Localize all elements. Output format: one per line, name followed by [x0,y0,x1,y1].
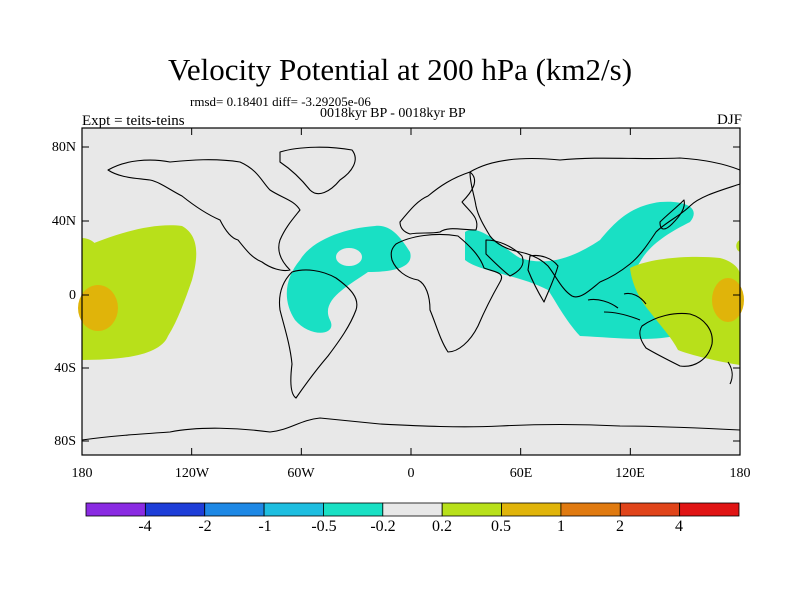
colorbar-swatch [441,502,502,517]
stats-line: rmsd= 0.18401 diff= -3.29205e-06 [190,94,371,109]
lat-label-80n: 80N [51,140,76,155]
season-label: DJF [716,112,742,128]
plot-title: Velocity Potential at 200 hPa (km2/s) [167,52,633,87]
coast-greenland [279,146,356,195]
colorbar-swatch [263,502,324,517]
lat-label-eq: 0 [69,288,76,303]
colorbar [85,502,740,517]
colorbar-label: -0.5 [311,518,337,535]
coast-arabia [485,239,524,277]
colorbar-label: -4 [138,518,152,535]
lat-label-80s: 80S [54,434,76,449]
colorbar-label: 0.5 [491,518,511,535]
lon-label-60w: 60W [287,466,315,481]
coast-north-america [107,159,301,272]
colorbar-swatch [85,502,146,517]
coast-indonesia [587,292,647,321]
lon-label-120e: 120E [615,466,645,481]
colorbar-label: -1 [258,518,272,535]
lon-label-180w: 180 [71,466,93,481]
colorbar-swatch [501,502,562,517]
anomaly-fields [78,201,744,365]
colorbar-label: -2 [198,518,212,535]
lon-label-60e: 60E [509,466,533,481]
period-label: 0018kyr BP - 0018kyr BP [320,106,466,121]
coast-africa [390,233,502,353]
coast-japan [659,199,685,230]
colorbar-label: -0.2 [370,518,396,535]
negative-anomaly-asia [465,201,694,339]
positive-anomaly-dateline-west [82,238,97,251]
coast-new-zealand [727,361,733,385]
lon-label-180e: 180 [729,466,751,481]
colorbar-swatch [382,502,443,517]
strong-positive-core-east-pacific [78,285,118,331]
strong-positive-core-west-pacific [712,278,744,322]
colorbar-label: 2 [616,518,624,535]
colorbar-swatch [560,502,621,517]
colorbar-swatch [323,502,384,517]
negative-anomaly-atlantic [286,225,411,333]
coast-south-america [278,269,358,399]
positive-anomaly-east-pacific [82,225,197,360]
lat-label-40s: 40S [54,361,76,376]
coastlines [81,146,741,441]
colorbar-swatch [679,502,740,517]
lat-label-40n: 40N [51,214,76,229]
coast-europe [399,171,478,235]
colorbar-label: 0.2 [432,518,452,535]
coast-india [527,254,559,303]
coast-antarctica [81,417,741,441]
colorbar-swatch [619,502,681,517]
positive-anomaly-dateline-east [736,240,740,252]
colorbar-label: 4 [675,518,683,535]
coast-australia [639,312,713,367]
colorbar-swatch [204,502,265,517]
axis-ticks [81,128,741,455]
lon-label-120w: 120W [174,466,210,481]
neutral-hole [336,248,362,266]
experiment-label: Expt = teits-teins [82,113,185,129]
colorbar-swatch [144,502,206,517]
lon-label-0: 0 [407,466,415,481]
colorbar-label: 1 [557,518,565,535]
